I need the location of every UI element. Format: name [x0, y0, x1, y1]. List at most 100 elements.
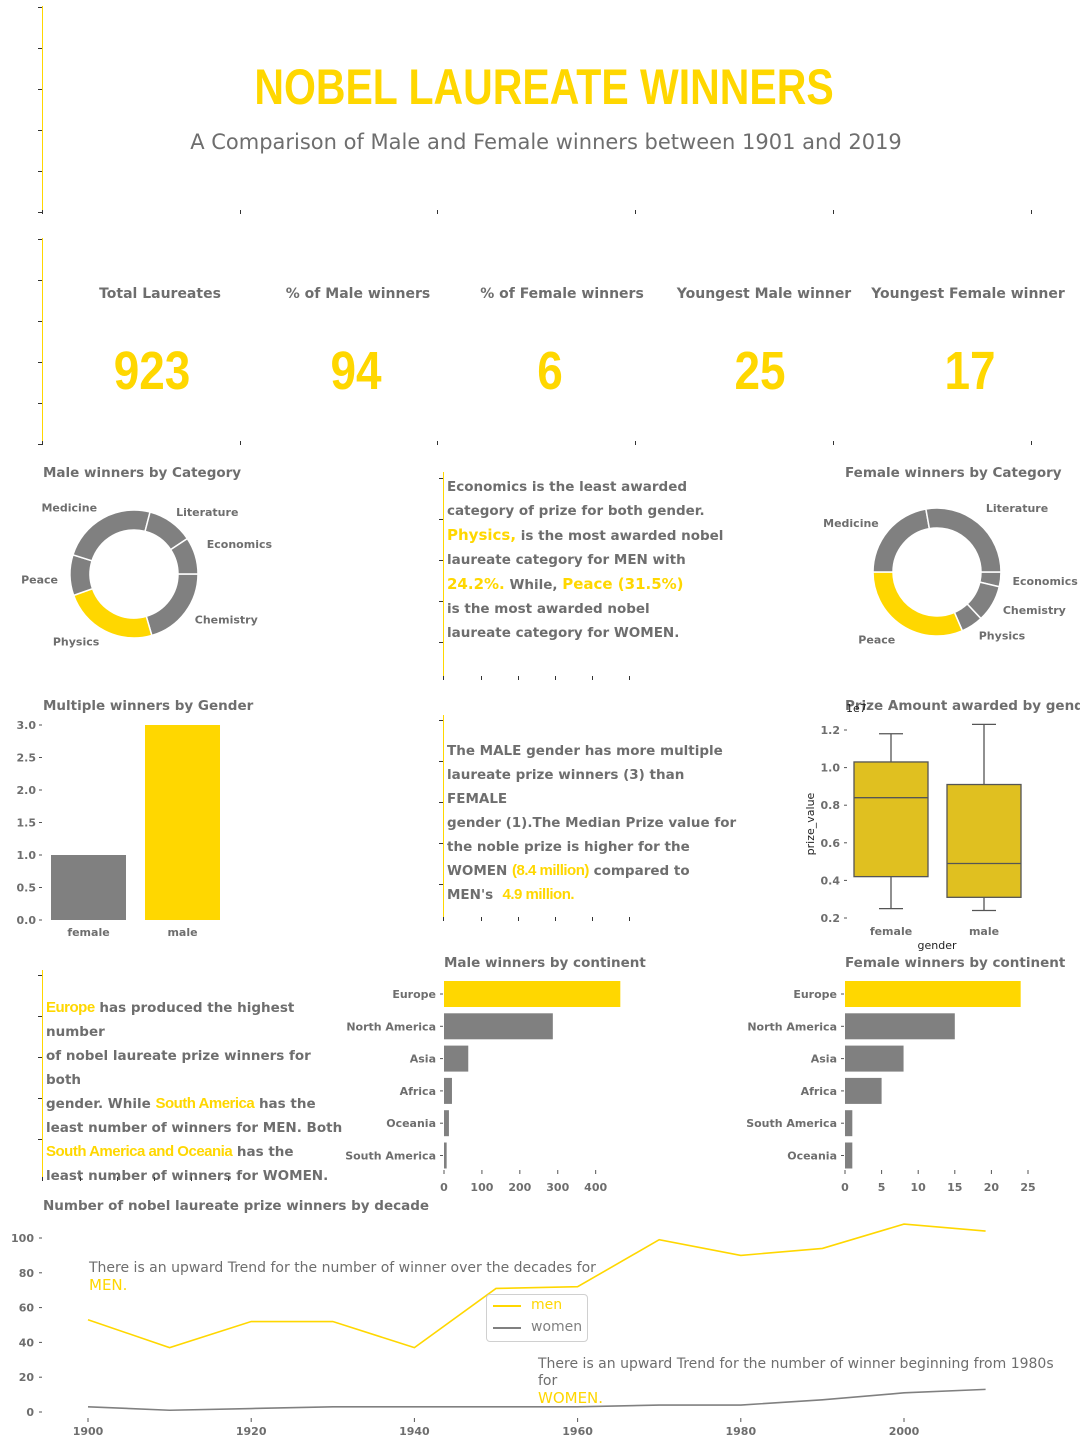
donut-slice-peace [69, 553, 94, 597]
story-category-line2: category of prize for both gender. [447, 503, 705, 519]
bar-europe [444, 981, 621, 1007]
bar-africa [444, 1077, 452, 1104]
bar-female [51, 855, 126, 920]
men-trend-text: There is an upward Trend for the number … [89, 1260, 596, 1276]
x-tick-label: 200 [508, 1181, 531, 1194]
donut-label-medicine: Medicine [41, 502, 97, 515]
axis-tick [38, 130, 42, 131]
donut-slice-peace [872, 571, 964, 637]
multiple-gender-chart: 0.0 0.5 1.0 1.5 2.0 2.5 3.0 female male [17, 719, 220, 939]
series-line-women [87, 1388, 986, 1412]
axis-tick [629, 917, 630, 921]
y-axis-label: prize_value [804, 792, 817, 855]
donut-slice-medicine [71, 509, 151, 562]
axis-tick [592, 917, 593, 921]
axis-tick [38, 48, 42, 49]
axis-tick [439, 761, 443, 762]
x-tick-label: female [870, 925, 912, 938]
y-tick-label: 1.5 [17, 817, 37, 830]
axis-tick [439, 720, 443, 721]
x-tick-label: female [67, 926, 109, 939]
male-category-title: Male winners by Category [43, 465, 242, 481]
story-category-line6: is the most awarded nobel [447, 601, 650, 617]
x-tick-label: 25 [1020, 1181, 1035, 1194]
axis-tick [592, 676, 593, 680]
y-tick-label: 0.2 [821, 912, 841, 925]
x-tick-label: 0 [841, 1181, 849, 1194]
story-multiple-line6a: MEN's [447, 887, 498, 903]
axis-tick [38, 1016, 42, 1017]
bar-north-america [444, 1013, 553, 1040]
story-continent-line2: of nobel laureate prize winners for both [46, 1048, 311, 1088]
story-multiple-line5a: WOMEN [447, 863, 513, 879]
axis-tick [38, 239, 42, 240]
donut-label-medicine: Medicine [823, 517, 879, 530]
axis-tick [38, 1139, 42, 1140]
box-male [946, 783, 1022, 898]
x-tick-label: male [167, 926, 197, 939]
axis-tick [38, 7, 42, 8]
axis-tick [439, 802, 443, 803]
y-tick-label: Africa [801, 1085, 837, 1098]
story-multiple-line5b: compared to [588, 863, 690, 879]
line-legend: men women [486, 1294, 588, 1342]
bar-south-america [444, 1142, 447, 1169]
male-continent-title: Male winners by continent [444, 955, 646, 971]
story-sa-oceania-highlight: South America and Oceania [46, 1143, 233, 1160]
female-category-title: Female winners by Category [845, 465, 1062, 481]
y-tick-label: Europe [392, 988, 436, 1001]
y-tick-label: Africa [400, 1085, 436, 1098]
axis-tick [42, 1177, 43, 1181]
axis-tick [38, 1057, 42, 1058]
donut-slice-literature [925, 507, 1002, 573]
story-continent: Europe has produced the highest number o… [46, 996, 346, 1188]
bar-asia [444, 1045, 469, 1072]
kpi-label-male-pct: % of Male winners [285, 286, 431, 302]
y-tick-label: 60 [19, 1302, 35, 1315]
axis-tick [635, 210, 636, 214]
y-tick-label: Oceania [386, 1117, 436, 1130]
story-peace-highlight: Peace (31.5%) [562, 575, 684, 593]
axis-tick [42, 441, 43, 445]
story-category-line3: is the most awarded nobel [516, 528, 724, 544]
story-continent-line3b: has the [254, 1096, 316, 1112]
axis-tick [443, 917, 444, 921]
story-category-line1: Economics is the least awarded [447, 479, 688, 495]
donut-label-chemistry: Chemistry [1003, 604, 1066, 617]
women-trend-highlight: WOMEN. [538, 1389, 604, 1407]
axis-tick [439, 843, 443, 844]
axis-tick [833, 441, 834, 445]
axis-tick [439, 560, 443, 561]
story-continent-line3a: gender. While [46, 1096, 156, 1112]
donut-slice-physics [72, 587, 153, 639]
legend-women-swatch [493, 1327, 521, 1329]
story-physics-pct: 24.2%. [447, 575, 505, 593]
x-tick-label: 1940 [399, 1425, 430, 1438]
story-men-median: 4.9 million. [502, 886, 575, 903]
kpi-value-male-pct: 94 [330, 341, 382, 401]
x-tick-label: 400 [584, 1181, 607, 1194]
story-continent-line5: has the [232, 1144, 294, 1160]
bar-male [145, 725, 220, 920]
x-tick-label: 10 [911, 1181, 927, 1194]
axis-tick [191, 1177, 192, 1181]
y-tick-label: 2.5 [17, 752, 37, 765]
story-category: Economics is the least awarded category … [447, 475, 747, 645]
donut-slice-medicine [872, 508, 931, 573]
y-tick-label: North America [346, 1020, 436, 1033]
axis-tick [629, 676, 630, 680]
x-tick-label: 5 [878, 1181, 886, 1194]
y-tick-label: 0.6 [821, 837, 841, 850]
axis-tick [635, 441, 636, 445]
x-tick-label: 2000 [889, 1425, 920, 1438]
axis-tick [228, 1177, 229, 1181]
kpi-value-total: 923 [113, 341, 191, 401]
axis-tick [1031, 441, 1032, 445]
women-trend-annotation: There is an upward Trend for the number … [538, 1356, 1058, 1407]
kpi-value-youngest-male: 25 [734, 341, 786, 401]
y-tick-label: 100 [11, 1232, 34, 1245]
page-subtitle: A Comparison of Male and Female winners … [190, 130, 902, 154]
x-tick-label: 15 [947, 1181, 962, 1194]
box-female [853, 761, 929, 878]
